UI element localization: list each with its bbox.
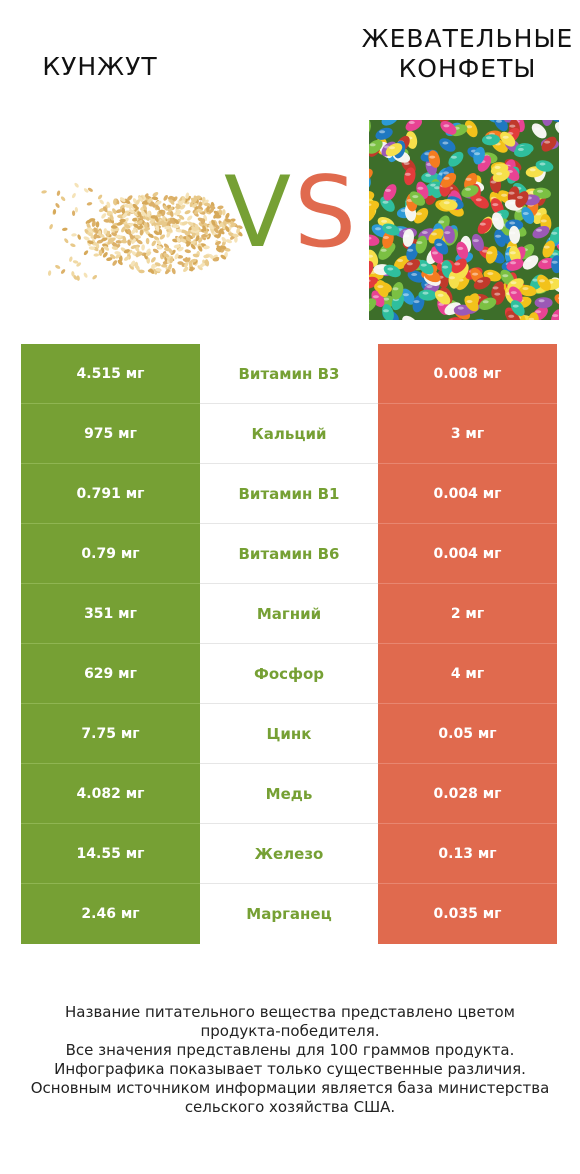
left-value: 4.082 мг <box>21 764 200 824</box>
footer-line: Основным источником информации является … <box>30 1079 550 1097</box>
right-food-title-line1: ЖЕВАТЕЛЬНЫЕ <box>361 24 574 53</box>
jelly-beans-image <box>369 120 559 320</box>
footer-line: продукта-победителя. <box>200 1022 380 1040</box>
right-value: 3 мг <box>378 404 557 464</box>
nutrient-name: Цинк <box>200 704 378 764</box>
table-row: 0.791 мг Витамин B1 0.004 мг <box>21 464 557 524</box>
vs-letter-v: V <box>224 156 292 270</box>
right-food-title: ЖЕВАТЕЛЬНЫЕ КОНФЕТЫ <box>360 24 575 84</box>
comparison-table: 4.515 мг Витамин B3 0.008 мг 975 мг Кальций 3… <box>21 344 557 944</box>
left-value: 7.75 мг <box>21 704 200 764</box>
footer-line: Инфографика показывает только существенн… <box>54 1060 526 1078</box>
nutrient-name: Железо <box>200 824 378 884</box>
table-row: 7.75 мг Цинк 0.05 мг <box>21 704 557 764</box>
table-row: 4.515 мг Витамин B3 0.008 мг <box>21 344 557 404</box>
nutrient-name: Витамин B1 <box>200 464 378 524</box>
nutrient-name: Витамин B6 <box>200 524 378 584</box>
left-value: 351 мг <box>21 584 200 644</box>
right-value: 0.13 мг <box>378 824 557 884</box>
left-food-title: КУНЖУТ <box>42 52 158 81</box>
right-value: 0.028 мг <box>378 764 557 824</box>
left-value: 0.791 мг <box>21 464 200 524</box>
left-value: 14.55 мг <box>21 824 200 884</box>
nutrient-name: Фосфор <box>200 644 378 704</box>
footer-line: сельского хозяйства США. <box>184 1098 396 1116</box>
sesame-seeds-image <box>41 182 243 281</box>
footer-note: Название питательного вещества представл… <box>20 1003 560 1117</box>
table-row: 2.46 мг Марганец 0.035 мг <box>21 884 557 944</box>
left-value: 4.515 мг <box>21 344 200 404</box>
right-value: 0.004 мг <box>378 524 557 584</box>
right-value: 2 мг <box>378 584 557 644</box>
footer-line: Название питательного вещества представл… <box>65 1003 515 1021</box>
nutrient-name: Кальций <box>200 404 378 464</box>
nutrient-name: Витамин B3 <box>200 344 378 404</box>
table-row: 351 мг Магний 2 мг <box>21 584 557 644</box>
right-food-title-line2: КОНФЕТЫ <box>398 54 537 83</box>
table-row: 0.79 мг Витамин B6 0.004 мг <box>21 524 557 584</box>
table-row: 4.082 мг Медь 0.028 мг <box>21 764 557 824</box>
nutrient-name: Марганец <box>200 884 378 944</box>
right-value: 0.008 мг <box>378 344 557 404</box>
left-value: 2.46 мг <box>21 884 200 944</box>
vs-letter-s: S <box>294 156 357 270</box>
left-value: 0.79 мг <box>21 524 200 584</box>
nutrient-name: Медь <box>200 764 378 824</box>
table-row: 629 мг Фосфор 4 мг <box>21 644 557 704</box>
right-value: 4 мг <box>378 644 557 704</box>
right-value: 0.004 мг <box>378 464 557 524</box>
right-value: 0.05 мг <box>378 704 557 764</box>
table-row: 14.55 мг Железо 0.13 мг <box>21 824 557 884</box>
left-value: 975 мг <box>21 404 200 464</box>
table-row: 975 мг Кальций 3 мг <box>21 404 557 464</box>
left-value: 629 мг <box>21 644 200 704</box>
nutrient-name: Магний <box>200 584 378 644</box>
right-value: 0.035 мг <box>378 884 557 944</box>
footer-line: Все значения представлены для 100 граммо… <box>65 1041 515 1059</box>
